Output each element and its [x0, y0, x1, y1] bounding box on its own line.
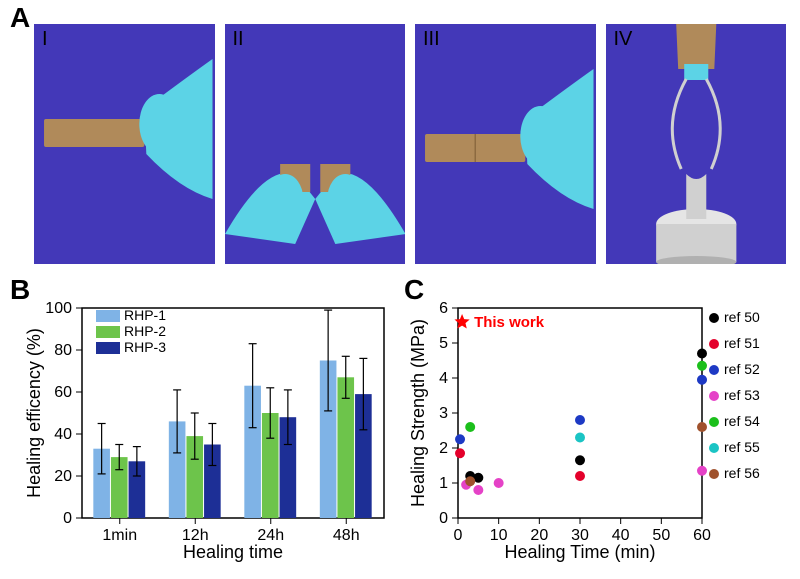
photo-4: IV [606, 24, 787, 264]
photo-2: II [225, 24, 406, 264]
svg-text:ref 51: ref 51 [724, 335, 760, 351]
panel-a-photos: I II III [34, 24, 786, 264]
svg-text:This work: This work [474, 314, 545, 331]
svg-text:4: 4 [439, 370, 448, 387]
svg-text:RHP-1: RHP-1 [124, 307, 166, 323]
chart-b: 0 20 40 60 80 100Healing efficency (%) Healing… [24, 298, 394, 564]
photo-1: I [34, 24, 215, 264]
svg-text:Healing Strength (MPa): Healing Strength (MPa) [410, 319, 428, 507]
svg-text:20: 20 [54, 468, 72, 485]
svg-text:ref 55: ref 55 [724, 439, 760, 455]
roman-2: II [233, 28, 244, 51]
roman-3: III [423, 28, 440, 51]
svg-text:1: 1 [439, 475, 448, 492]
svg-text:12h: 12h [182, 527, 209, 544]
svg-text:Healing time: Healing time [183, 542, 283, 562]
panel-a-label: A [10, 2, 30, 34]
svg-text:ref 52: ref 52 [724, 361, 760, 377]
svg-text:1min: 1min [102, 527, 137, 544]
svg-text:80: 80 [54, 342, 72, 359]
svg-text:0: 0 [454, 527, 463, 544]
svg-text:60: 60 [693, 527, 711, 544]
photo-3: III [415, 24, 596, 264]
svg-text:Healing efficency (%): Healing efficency (%) [24, 328, 44, 498]
svg-text:2: 2 [439, 440, 448, 457]
svg-text:3: 3 [439, 405, 448, 422]
svg-text:ref 56: ref 56 [724, 465, 760, 481]
svg-text:Healing Time (min): Healing Time (min) [504, 542, 655, 562]
svg-text:ref 53: ref 53 [724, 387, 760, 403]
svg-text:60: 60 [54, 384, 72, 401]
svg-text:ref 50: ref 50 [724, 309, 760, 325]
svg-text:40: 40 [54, 426, 72, 443]
svg-text:0: 0 [63, 510, 72, 527]
svg-text:48h: 48h [333, 527, 360, 544]
svg-text:0: 0 [439, 510, 448, 527]
svg-text:RHP-2: RHP-2 [124, 323, 166, 339]
roman-4: IV [614, 28, 633, 51]
svg-text:6: 6 [439, 300, 448, 317]
svg-text:RHP-3: RHP-3 [124, 339, 166, 355]
roman-1: I [42, 28, 48, 51]
svg-text:ref 54: ref 54 [724, 413, 760, 429]
svg-text:24h: 24h [257, 527, 284, 544]
chart-c: 01234560102030405060Healing Strength (MP… [410, 298, 790, 564]
svg-text:5: 5 [439, 335, 448, 352]
svg-text:100: 100 [45, 300, 72, 317]
